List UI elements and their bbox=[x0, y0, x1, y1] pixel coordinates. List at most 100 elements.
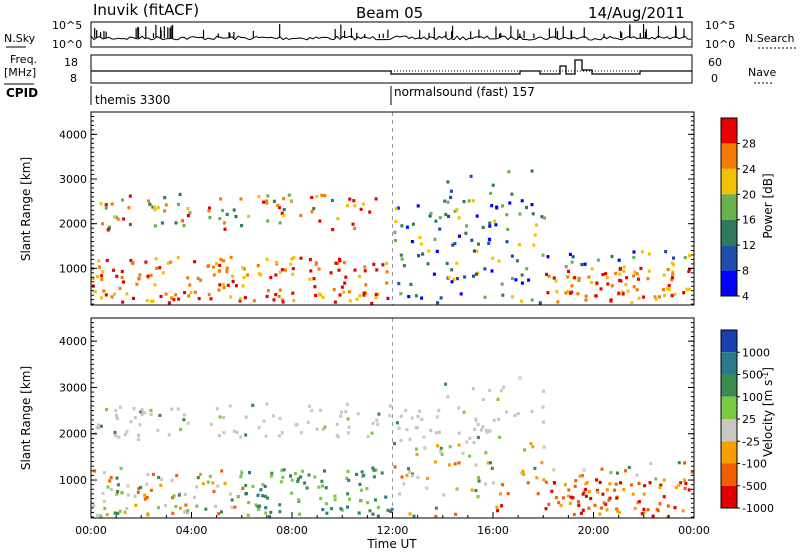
xtick-label: 08:00 bbox=[276, 524, 308, 537]
data-cell bbox=[616, 509, 619, 513]
data-cell bbox=[662, 273, 666, 277]
data-cell bbox=[97, 259, 101, 263]
data-cell bbox=[671, 272, 675, 276]
data-cell bbox=[206, 480, 210, 484]
data-cell bbox=[444, 212, 448, 217]
data-cell bbox=[570, 284, 574, 288]
data-cell bbox=[617, 511, 621, 515]
data-cell bbox=[622, 265, 626, 269]
data-cell bbox=[599, 287, 603, 291]
data-cell bbox=[458, 234, 461, 238]
data-cell bbox=[371, 512, 375, 516]
data-cell bbox=[670, 294, 674, 298]
data-cell bbox=[229, 492, 232, 496]
data-cell bbox=[542, 420, 546, 424]
data-cell bbox=[143, 497, 147, 501]
data-cell bbox=[601, 492, 605, 496]
data-cell bbox=[180, 219, 184, 223]
data-cell bbox=[353, 268, 357, 272]
data-cell bbox=[102, 289, 106, 293]
power-panel: 1000 2000 3000 4000 Slant Range [km] bbox=[19, 111, 695, 306]
data-cell bbox=[596, 258, 600, 262]
data-cell bbox=[543, 216, 546, 220]
freq-tick-top: 18 bbox=[64, 56, 78, 69]
data-cell bbox=[104, 203, 108, 207]
data-cell bbox=[635, 288, 639, 292]
data-cell bbox=[598, 512, 602, 516]
data-cell bbox=[321, 484, 324, 488]
velocity-scatter bbox=[92, 318, 694, 519]
data-cell bbox=[467, 199, 471, 203]
freq-tick-bottom: 8 bbox=[70, 72, 77, 85]
data-cell bbox=[360, 488, 363, 492]
data-cell bbox=[468, 454, 472, 458]
data-cell bbox=[664, 250, 668, 254]
data-cell bbox=[380, 471, 384, 475]
data-cell bbox=[246, 513, 250, 517]
data-cell bbox=[372, 262, 376, 266]
data-cell bbox=[278, 510, 282, 514]
data-cell bbox=[472, 440, 476, 445]
data-cell bbox=[128, 194, 132, 198]
data-cell bbox=[282, 468, 286, 472]
data-cell bbox=[474, 488, 478, 493]
data-cell bbox=[146, 274, 150, 278]
data-cell bbox=[614, 271, 618, 275]
data-cell bbox=[372, 468, 376, 472]
data-cell bbox=[507, 170, 511, 174]
data-cell bbox=[333, 300, 337, 304]
data-cell bbox=[427, 249, 431, 253]
data-cell bbox=[639, 266, 643, 270]
data-cell bbox=[446, 200, 450, 204]
nsky-label: N.Sky bbox=[4, 32, 36, 45]
data-cell bbox=[359, 499, 362, 503]
data-cell bbox=[498, 435, 502, 439]
colorbar-segment bbox=[721, 118, 737, 144]
data-cell bbox=[282, 214, 286, 218]
data-cell bbox=[438, 216, 442, 220]
data-cell bbox=[164, 292, 168, 296]
data-cell bbox=[483, 267, 487, 271]
data-cell bbox=[163, 196, 167, 200]
data-cell bbox=[614, 482, 618, 486]
data-cell bbox=[453, 462, 457, 466]
data-cell bbox=[305, 486, 309, 490]
data-cell bbox=[630, 301, 634, 305]
data-cell bbox=[374, 296, 378, 300]
data-cell bbox=[280, 298, 284, 302]
data-cell bbox=[600, 467, 604, 471]
data-cell bbox=[449, 195, 453, 200]
data-cell bbox=[525, 205, 528, 210]
data-cell bbox=[280, 431, 284, 435]
data-cell bbox=[170, 296, 174, 300]
data-cell bbox=[336, 217, 340, 221]
data-cell bbox=[276, 203, 280, 207]
data-cell bbox=[365, 487, 369, 491]
colorbar-segment bbox=[721, 396, 737, 419]
data-cell bbox=[622, 269, 626, 273]
data-cell bbox=[344, 275, 348, 279]
data-cell bbox=[590, 267, 594, 271]
data-cell bbox=[531, 212, 535, 216]
data-cell bbox=[446, 180, 450, 184]
data-cell bbox=[405, 428, 409, 432]
data-cell bbox=[265, 199, 269, 203]
data-cell bbox=[196, 476, 200, 480]
data-cell bbox=[618, 267, 622, 271]
data-cell bbox=[363, 265, 367, 269]
data-cell bbox=[244, 415, 248, 419]
data-cell bbox=[473, 427, 477, 431]
data-cell bbox=[278, 221, 282, 225]
freq-panel-frame bbox=[90, 54, 693, 84]
data-cell bbox=[346, 204, 349, 208]
data-cell bbox=[590, 280, 594, 285]
data-cell bbox=[649, 461, 653, 466]
data-cell bbox=[309, 269, 313, 273]
data-cell bbox=[102, 471, 106, 475]
data-cell bbox=[632, 285, 636, 289]
data-cell bbox=[434, 219, 438, 223]
data-cell bbox=[533, 233, 537, 237]
data-cell bbox=[624, 283, 628, 287]
data-cell bbox=[146, 513, 150, 517]
data-cell bbox=[321, 508, 325, 512]
